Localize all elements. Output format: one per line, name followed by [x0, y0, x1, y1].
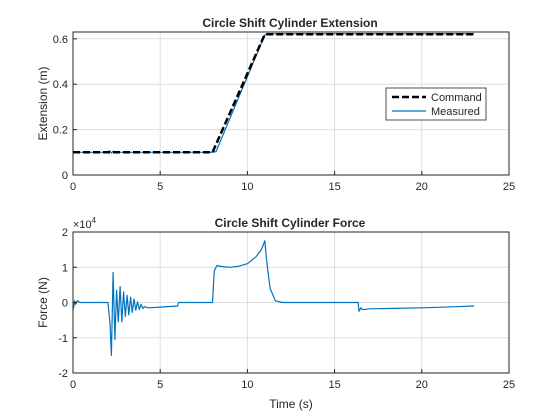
x-tick-label: 5	[157, 379, 163, 391]
y-tick-label: -2	[58, 368, 68, 380]
force-plot: Circle Shift Cylinder Force 0 5 10 15 20 25-2…	[36, 216, 515, 411]
x-tick-label: 20	[416, 181, 428, 193]
force-lines	[72, 240, 475, 356]
x-tick-label: 0	[70, 181, 76, 193]
x-tick-label: 5	[157, 181, 163, 193]
y-tick-label: 0	[62, 170, 68, 182]
legend-command-label: Command	[431, 92, 482, 104]
x-tick-label: 20	[416, 379, 428, 391]
x-tick-label: 10	[241, 379, 253, 391]
force-tick-labels: 0 5 10 15 20 25 -2 -1 0 1 2	[58, 227, 515, 391]
y-tick-label: 2	[62, 227, 68, 239]
legend-measured-label: Measured	[431, 106, 480, 118]
x-tick-label: 25	[503, 379, 515, 391]
force-title: Circle Shift Cylinder Force	[215, 216, 366, 230]
legend: Command Measured	[385, 87, 487, 121]
force-xlabel: Time (s)	[269, 397, 313, 411]
extension-lines	[73, 33, 475, 154]
x-tick-label: 15	[328, 379, 340, 391]
y-tick-label: 0.6	[53, 34, 68, 46]
extension-ylabel: Extension (m)	[36, 66, 50, 140]
legend-box	[385, 87, 487, 121]
y-tick-label: 0.2	[53, 125, 68, 137]
x-tick-label: 10	[241, 181, 253, 193]
extension-title: Circle Shift Cylinder Extension	[202, 16, 377, 30]
force-ylabel: Force (N)	[36, 277, 50, 328]
y-tick-label: 0.4	[53, 79, 68, 91]
series-force-line	[72, 240, 475, 356]
extension-axes-frame	[72, 31, 510, 176]
extension-plot: Circle Shift Cylinder Extension 0 5 10 15 20…	[36, 16, 515, 193]
x-tick-label: 15	[328, 181, 340, 193]
force-y-multiplier: ×104	[73, 216, 97, 231]
x-tick-label: 0	[70, 379, 76, 391]
y-tick-label: 0	[62, 298, 68, 310]
y-tick-label: 1	[62, 262, 68, 274]
x-tick-label: 25	[503, 181, 515, 193]
series-command-line	[73, 33, 475, 154]
extension-tick-labels: 0 5 10 15 20 25 0 0.2 0.4 0.6	[53, 34, 515, 193]
y-tick-label: -1	[58, 333, 68, 345]
